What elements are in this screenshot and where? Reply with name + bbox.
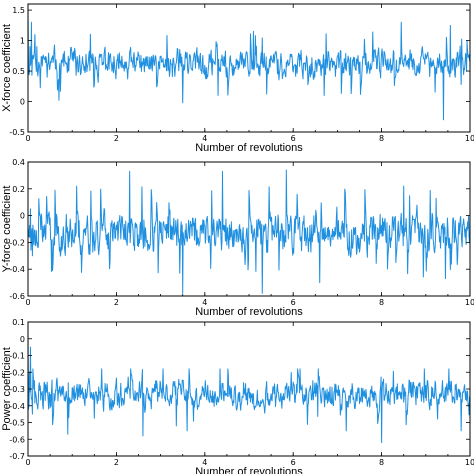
y-tick-label: 0.1 xyxy=(12,318,25,327)
plot-frame xyxy=(27,3,471,133)
y-axis-label: Y-force coefficient xyxy=(1,186,13,273)
x-tick-label: 4 xyxy=(202,134,207,143)
x-tick-label: 2 xyxy=(114,134,119,143)
y-tick-label: -0.4 xyxy=(9,402,25,411)
y-tick-label: 0 xyxy=(20,212,25,221)
x-axis-label: Number of revolutions xyxy=(195,142,303,154)
y-tick-label: 1 xyxy=(20,37,25,46)
x-tick-label: 6 xyxy=(291,134,296,143)
x-tick-label: 10 xyxy=(465,134,474,143)
y-tick-label: -0.6 xyxy=(9,435,25,444)
series-line-1-1 xyxy=(28,7,470,121)
y-tick-label: -0.2 xyxy=(9,238,25,247)
y-axis-label: X-force coefficient xyxy=(1,24,13,112)
y-tick-label: 0.4 xyxy=(12,158,25,167)
y-tick-label: 0.2 xyxy=(12,185,25,194)
x-axis-label: Number of revolutions xyxy=(195,306,303,318)
y-axis-label: Power coefficient xyxy=(1,347,13,431)
y-tick-label: 0.5 xyxy=(12,67,25,76)
y-tick-label: -0.5 xyxy=(9,128,25,137)
x-tick-label: 0 xyxy=(25,298,30,307)
series-line-3-1 xyxy=(28,332,470,444)
x-tick-label: 10 xyxy=(465,298,474,307)
y-tick-label: -0.2 xyxy=(9,368,25,377)
y-tick-label: -0.5 xyxy=(9,419,25,428)
x-tick-label: 8 xyxy=(379,298,384,307)
x-tick-label: 0 xyxy=(25,458,30,467)
x-tick-label: 4 xyxy=(202,458,207,467)
chart-panel-2: 0 2 4 6 8 10 -0.6 -0.4 -0.2 0 0.2 0.4 Number of revo… xyxy=(1,158,474,318)
x-tick-label: 8 xyxy=(379,458,384,467)
chart-panel-3: 0 2 4 6 8 10 -0.7 -0.6 -0.5 -0.4 -0.3 -0.2 -0.1 0 0.1 N… xyxy=(1,318,474,474)
x-tick-label: 6 xyxy=(291,298,296,307)
x-tick-label: 2 xyxy=(114,298,119,307)
series-line-2-1 xyxy=(28,169,470,294)
y-tick-label: -0.1 xyxy=(9,352,25,361)
x-tick-label: 10 xyxy=(465,458,474,467)
y-tick-label: 0 xyxy=(20,98,25,107)
x-axis-label: Number of revolutions xyxy=(195,466,303,474)
y-tick-label: -0.3 xyxy=(9,385,25,394)
x-tick-label: 6 xyxy=(291,458,296,467)
x-tick-label: 4 xyxy=(202,298,207,307)
y-tick-label: -0.4 xyxy=(9,265,25,274)
y-tick-label: -0.6 xyxy=(9,292,25,301)
x-tick-label: 8 xyxy=(379,134,384,143)
x-tick-label: 2 xyxy=(114,458,119,467)
x-tick-label: 0 xyxy=(25,134,30,143)
y-tick-label: -0.7 xyxy=(9,452,25,461)
y-tick-label: 1.5 xyxy=(12,6,25,15)
y-tick-label: 0 xyxy=(20,335,25,344)
